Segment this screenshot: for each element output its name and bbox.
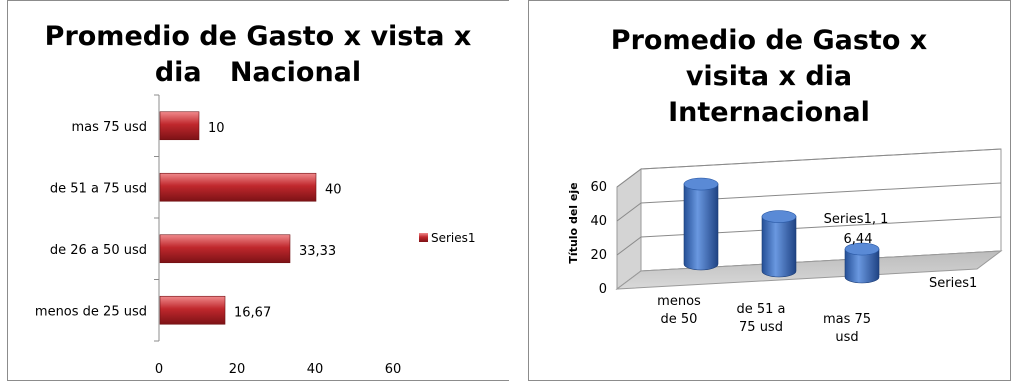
title-line-3: Internacional — [668, 97, 870, 128]
legend-swatch — [419, 233, 428, 242]
bar — [159, 295, 226, 325]
bar — [159, 172, 317, 202]
data-label: 33,33 — [299, 244, 336, 259]
cylinder-top — [844, 242, 880, 256]
side-wall — [616, 168, 642, 290]
chart-title-internacional: Promedio de Gasto x visita x dia Interna… — [539, 23, 999, 131]
category-label: de 50 — [661, 312, 698, 327]
y-axis-title: Título del eje — [567, 182, 580, 263]
bar — [159, 111, 200, 141]
x-tick-label: 0 — [155, 362, 163, 377]
title-line-2: dia Nacional — [154, 57, 362, 88]
title-line-1: Promedio de Gasto x vista x — [44, 21, 472, 52]
chart-title-nacional: Promedio de Gasto x vista x dia Nacional — [28, 19, 488, 91]
data-label: 6,44 — [844, 232, 873, 247]
data-label: 40 — [325, 182, 342, 197]
cylinder-body — [761, 216, 797, 278]
title-line-2: visita x dia — [685, 61, 853, 92]
grid-line-side — [616, 202, 642, 222]
y-tick-label: 40 — [590, 214, 607, 229]
category-label: menos — [657, 294, 701, 309]
grid-line — [640, 148, 1002, 170]
data-label: 10 — [208, 121, 225, 136]
category-label: de 51 a 75 usd — [50, 181, 147, 196]
legend-label: Series1 — [431, 231, 476, 245]
chart-panel-nacional: Promedio de Gasto x vista x dia Nacional… — [7, 0, 509, 381]
category-label: menos de 25 usd — [35, 304, 147, 319]
data-label: 16,67 — [234, 305, 271, 320]
x-tick-label: 40 — [307, 362, 324, 377]
grid-line-side — [616, 236, 642, 256]
depth-axis-label: Series1 — [929, 276, 977, 291]
category-label: mas 75 — [823, 312, 871, 327]
title-line-1: Promedio de Gasto x — [610, 25, 928, 56]
cylinder-top — [683, 177, 719, 191]
x-tick-label: 60 — [385, 362, 402, 377]
chart-panel-internacional: Promedio de Gasto x visita x dia Interna… — [528, 0, 1011, 381]
cylinder-chart-internacional: 0 20 40 60 Título del eje Series1, 1 6,44 menos… — [567, 148, 1003, 345]
category-label: de 51 a — [736, 302, 785, 317]
cylinder-top — [761, 210, 797, 223]
bar — [159, 234, 291, 264]
cylinder-body — [683, 183, 719, 271]
x-tick-label: 20 — [229, 362, 246, 377]
y-tick-label: 0 — [599, 282, 607, 297]
grid-line-side — [616, 168, 642, 188]
bar-chart-nacional: mas 75 usd 10 de 51 a 75 usd 40 de 26 a 50 u… — [35, 94, 476, 377]
category-label: usd — [835, 330, 858, 345]
category-label: mas 75 usd — [72, 120, 147, 135]
y-tick-label: 60 — [590, 180, 607, 195]
category-label: de 26 a 50 usd — [50, 243, 147, 258]
cylinder-body — [844, 248, 880, 284]
data-label: Series1, 1 — [824, 212, 889, 227]
y-tick-label: 20 — [590, 248, 607, 263]
category-label: 75 usd — [739, 320, 783, 335]
